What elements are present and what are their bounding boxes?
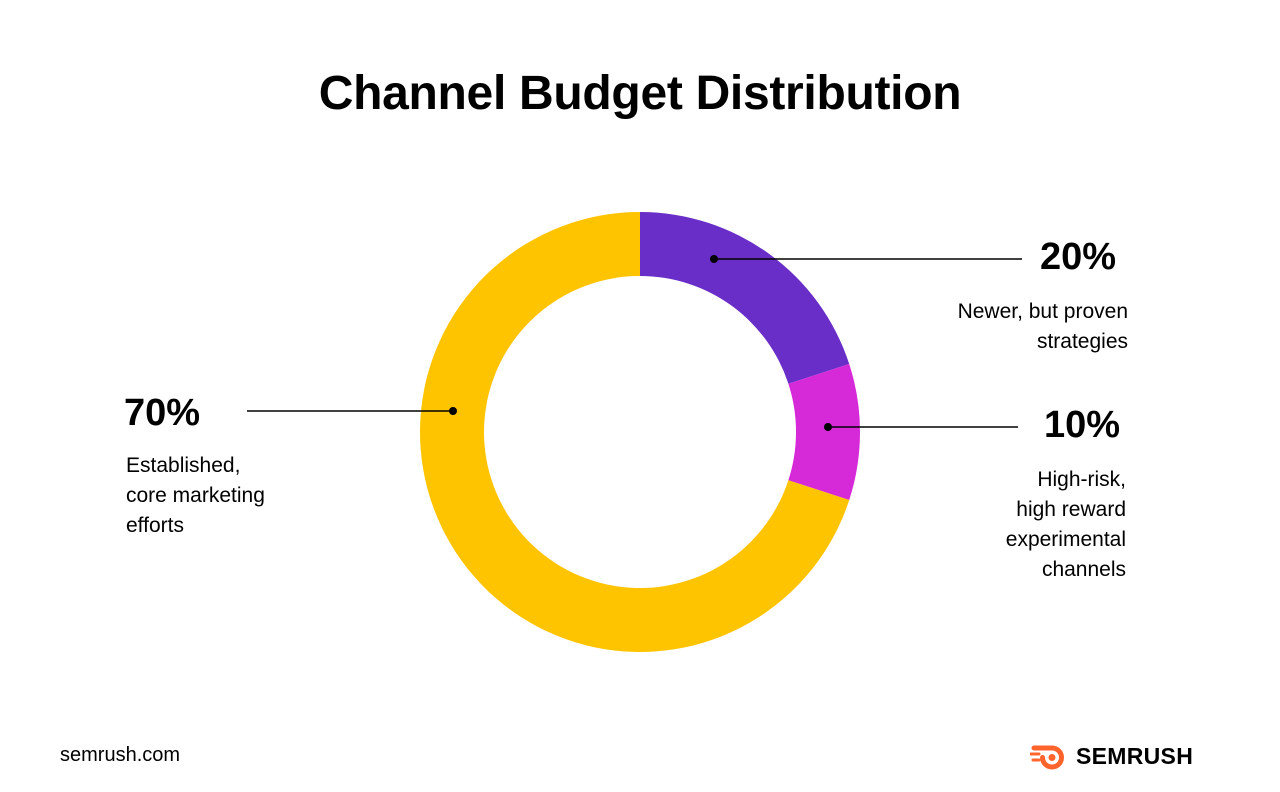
- slice-established: [420, 212, 850, 652]
- slice-label-newer: Newer, but proven strategies: [957, 300, 1128, 353]
- slice-percent-established: 70%: [124, 392, 201, 434]
- chart-title: Channel Budget Distribution: [318, 67, 962, 120]
- slice-label-established: Established, core marketing efforts: [126, 454, 265, 537]
- semrush-flame-icon: [1030, 745, 1064, 770]
- footer-url: semrush.com: [60, 744, 181, 766]
- brand-name: SEMRUSH: [1076, 742, 1194, 769]
- leader-dot: [824, 423, 832, 431]
- leader-dot: [710, 255, 718, 263]
- slice-experimental: [788, 364, 860, 500]
- slice-label-experimental: High-risk, high reward experimental chan…: [1005, 468, 1126, 581]
- slice-newer: [640, 212, 850, 384]
- slice-percent-experimental: 10%: [1044, 404, 1121, 446]
- leader-dot: [449, 407, 457, 415]
- slice-percent-newer: 20%: [1040, 236, 1117, 278]
- semrush-logo: SEMRUSH: [1030, 741, 1193, 771]
